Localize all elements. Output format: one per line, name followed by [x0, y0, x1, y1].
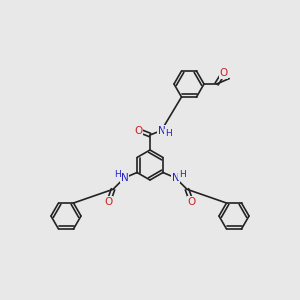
Text: H: H	[179, 170, 186, 179]
Text: N: N	[121, 173, 128, 183]
Text: O: O	[188, 197, 196, 207]
Text: H: H	[114, 170, 121, 179]
Text: N: N	[158, 125, 165, 136]
Text: O: O	[104, 197, 112, 207]
Text: N: N	[172, 173, 179, 183]
Text: H: H	[165, 129, 171, 138]
Text: O: O	[134, 125, 143, 136]
Text: O: O	[219, 68, 227, 79]
